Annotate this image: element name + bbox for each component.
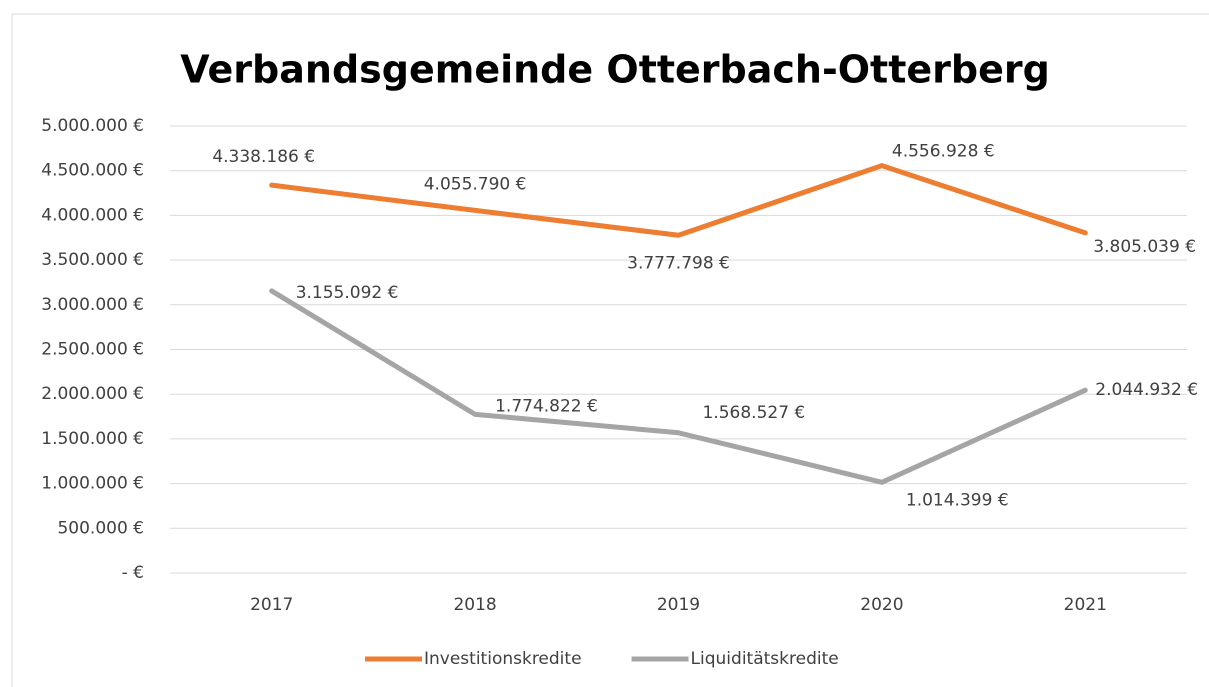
y-tick-label: - € (122, 563, 144, 583)
data-label: 4.338.186 € (212, 147, 315, 167)
y-tick-label: 1.500.000 € (41, 429, 144, 449)
line-series (269, 163, 1088, 238)
data-label: 1.568.527 € (703, 403, 806, 423)
data-label: 4.055.790 € (424, 174, 527, 194)
x-tick-label: 2021 (1064, 595, 1107, 615)
y-tick-label: 4.000.000 € (41, 205, 144, 225)
y-tick-label: 5.000.000 € (41, 116, 144, 136)
x-tick-label: 2020 (860, 595, 903, 615)
data-label: 4.556.928 € (892, 142, 995, 162)
x-tick-label: 2019 (657, 595, 700, 615)
data-label: 3.155.092 € (296, 283, 399, 303)
data-label: 1.014.399 € (906, 490, 1009, 510)
y-tick-label: 2.000.000 € (41, 384, 144, 404)
y-tick-label: 4.500.000 € (41, 161, 144, 181)
y-tick-label: 2.500.000 € (41, 340, 144, 360)
data-label: 3.777.798 € (627, 253, 730, 273)
legend-label: Investitionskredite (424, 649, 582, 669)
y-tick-label: 1.000.000 € (41, 474, 144, 494)
y-tick-label: 500.000 € (57, 518, 144, 538)
y-tick-label: 3.000.000 € (41, 295, 144, 315)
line-series (269, 288, 1088, 485)
y-tick-label: 3.500.000 € (41, 250, 144, 270)
x-tick-label: 2018 (453, 595, 496, 615)
data-label: 1.774.822 € (495, 396, 598, 416)
data-label: 2.044.932 € (1095, 380, 1198, 400)
data-label: 3.805.039 € (1093, 237, 1196, 257)
chart-title: Verbandsgemeinde Otterbach-Otterberg (180, 48, 1050, 92)
x-tick-label: 2017 (250, 595, 293, 615)
chart-frame (11, 13, 1209, 687)
legend-label: Liquiditätskredite (691, 649, 839, 669)
